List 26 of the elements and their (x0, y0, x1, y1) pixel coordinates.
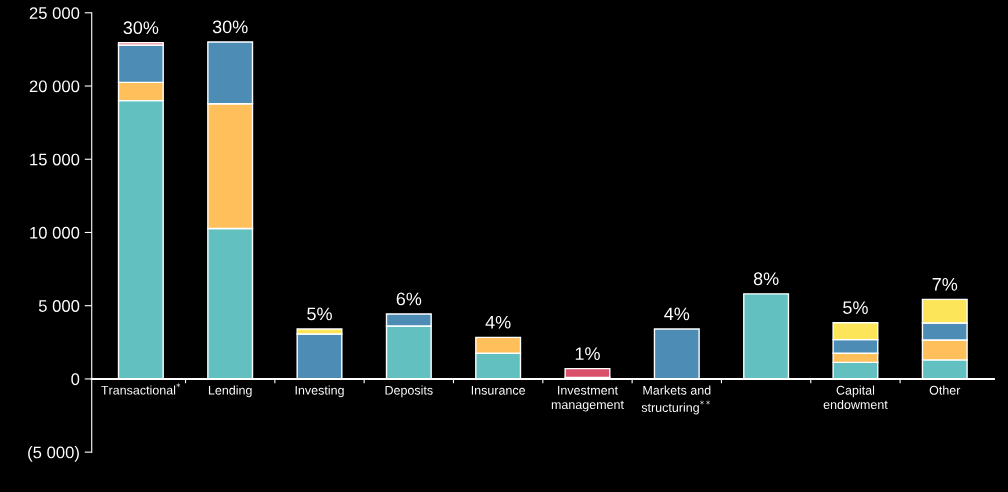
annotation: 1% (575, 347, 600, 360)
annotation: 7% (932, 278, 958, 291)
y-tick-label: 0 (71, 373, 80, 386)
annotation: 5% (843, 301, 868, 314)
x-tick-label: Deposits (385, 385, 433, 398)
annotation: 6% (396, 292, 422, 306)
y-tick-label: 10 000 (30, 226, 80, 239)
x-tick-label: Insurance (471, 385, 526, 395)
annotation: 30% (212, 20, 248, 34)
x-tick-label: Investing (295, 385, 344, 398)
y-tick-label: 25 000 (29, 7, 80, 19)
y-tick-label: 15 000 (30, 153, 80, 166)
annotation: 4% (664, 307, 690, 321)
x-tick-label: Lending (208, 385, 252, 398)
annotation: 30% (123, 21, 159, 35)
y-tick-label: (5 000) (28, 446, 79, 462)
x-tick-label: Capital endowment (823, 385, 888, 410)
x-tick-label: Markets and structuring$^{**}$ (641, 385, 711, 415)
x-tick-label: Investment management (551, 385, 624, 412)
y-tick-label: 5 000 (38, 300, 80, 312)
annotation: 4% (485, 315, 511, 329)
x-tick-label: Transactional$^{*}$ (101, 383, 181, 395)
annotation: 8% (753, 272, 779, 286)
y-tick-label: 20 000 (29, 80, 80, 93)
annotation: 5% (307, 307, 332, 321)
x-tick-label: Other (929, 385, 961, 395)
